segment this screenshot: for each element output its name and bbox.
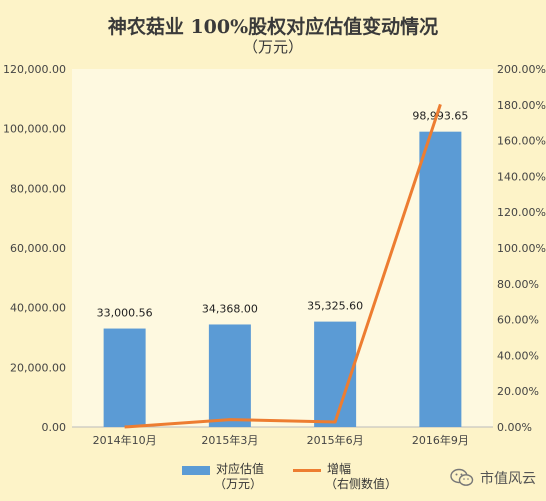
y-right-tick-label: 80.00% bbox=[497, 278, 539, 291]
legend-label-line-note: （右侧数值） bbox=[325, 477, 398, 491]
bar-value-label: 35,325.60 bbox=[307, 300, 363, 313]
y-left-tick-label: 60,000.00 bbox=[10, 242, 66, 255]
bar bbox=[208, 324, 251, 427]
bar-value-label: 98,993.65 bbox=[412, 110, 468, 123]
x-tick-label: 2015年3月 bbox=[201, 433, 258, 447]
y-left-tick-label: 20,000.00 bbox=[10, 361, 66, 374]
y-left-tick-label: 120,000.00 bbox=[3, 63, 66, 76]
legend-swatch-line bbox=[293, 469, 321, 472]
x-tick-label: 2015年6月 bbox=[307, 433, 364, 447]
y-right-tick-label: 60.00% bbox=[497, 314, 539, 327]
y-right-tick-label: 20.00% bbox=[497, 385, 539, 398]
chart-title: 神农菇业 100%股权对应估值变动情况 bbox=[107, 16, 439, 38]
legend-text-line: 增幅 （右侧数值） bbox=[325, 462, 397, 492]
y-left-tick-label: 80,000.00 bbox=[10, 182, 66, 195]
y-left-tick-label: 40,000.00 bbox=[10, 302, 66, 315]
legend-label-line: 增幅 bbox=[327, 462, 352, 476]
watermark-text: 市值风云 bbox=[480, 471, 536, 487]
chart-subtitle: （万元） bbox=[242, 38, 303, 56]
legend-label-bar: 对应估值 bbox=[216, 462, 265, 476]
x-tick-label: 2014年10月 bbox=[93, 433, 157, 447]
y-left-tick-label: 100,000.00 bbox=[3, 123, 66, 136]
legend: 对应估值 （万元） 增幅 （右侧数值） bbox=[0, 462, 546, 496]
x-tick-label: 2016年9月 bbox=[412, 433, 469, 447]
bar bbox=[419, 131, 462, 427]
legend-item-bar: 对应估值 （万元） bbox=[182, 462, 264, 492]
y-right-tick-label: 40.00% bbox=[497, 349, 539, 362]
bar-value-label: 34,368.00 bbox=[202, 302, 258, 315]
bar-value-label: 33,000.56 bbox=[97, 307, 153, 320]
y-right-tick-label: 180.00% bbox=[497, 99, 546, 112]
bar bbox=[103, 328, 146, 427]
y-right-tick-label: 0.00% bbox=[497, 421, 532, 434]
watermark: 市值风云 bbox=[450, 468, 536, 488]
legend-item-line: 增幅 （右侧数值） bbox=[293, 462, 397, 492]
wechat-icon bbox=[450, 468, 474, 486]
legend-swatch-bar bbox=[182, 466, 210, 475]
y-right-tick-label: 160.00% bbox=[497, 135, 546, 148]
growth-line bbox=[124, 103, 442, 429]
y-right-tick-label: 100.00% bbox=[497, 242, 546, 255]
legend-label-bar-unit: （万元） bbox=[214, 477, 263, 491]
y-left-tick-label: 0.00 bbox=[42, 421, 67, 434]
legend-text-bar: 对应估值 （万元） bbox=[214, 462, 264, 492]
y-right-tick-label: 120.00% bbox=[497, 206, 546, 219]
y-right-tick-label: 140.00% bbox=[497, 170, 546, 183]
bar bbox=[314, 321, 357, 427]
y-right-tick-label: 200.00% bbox=[497, 63, 546, 76]
